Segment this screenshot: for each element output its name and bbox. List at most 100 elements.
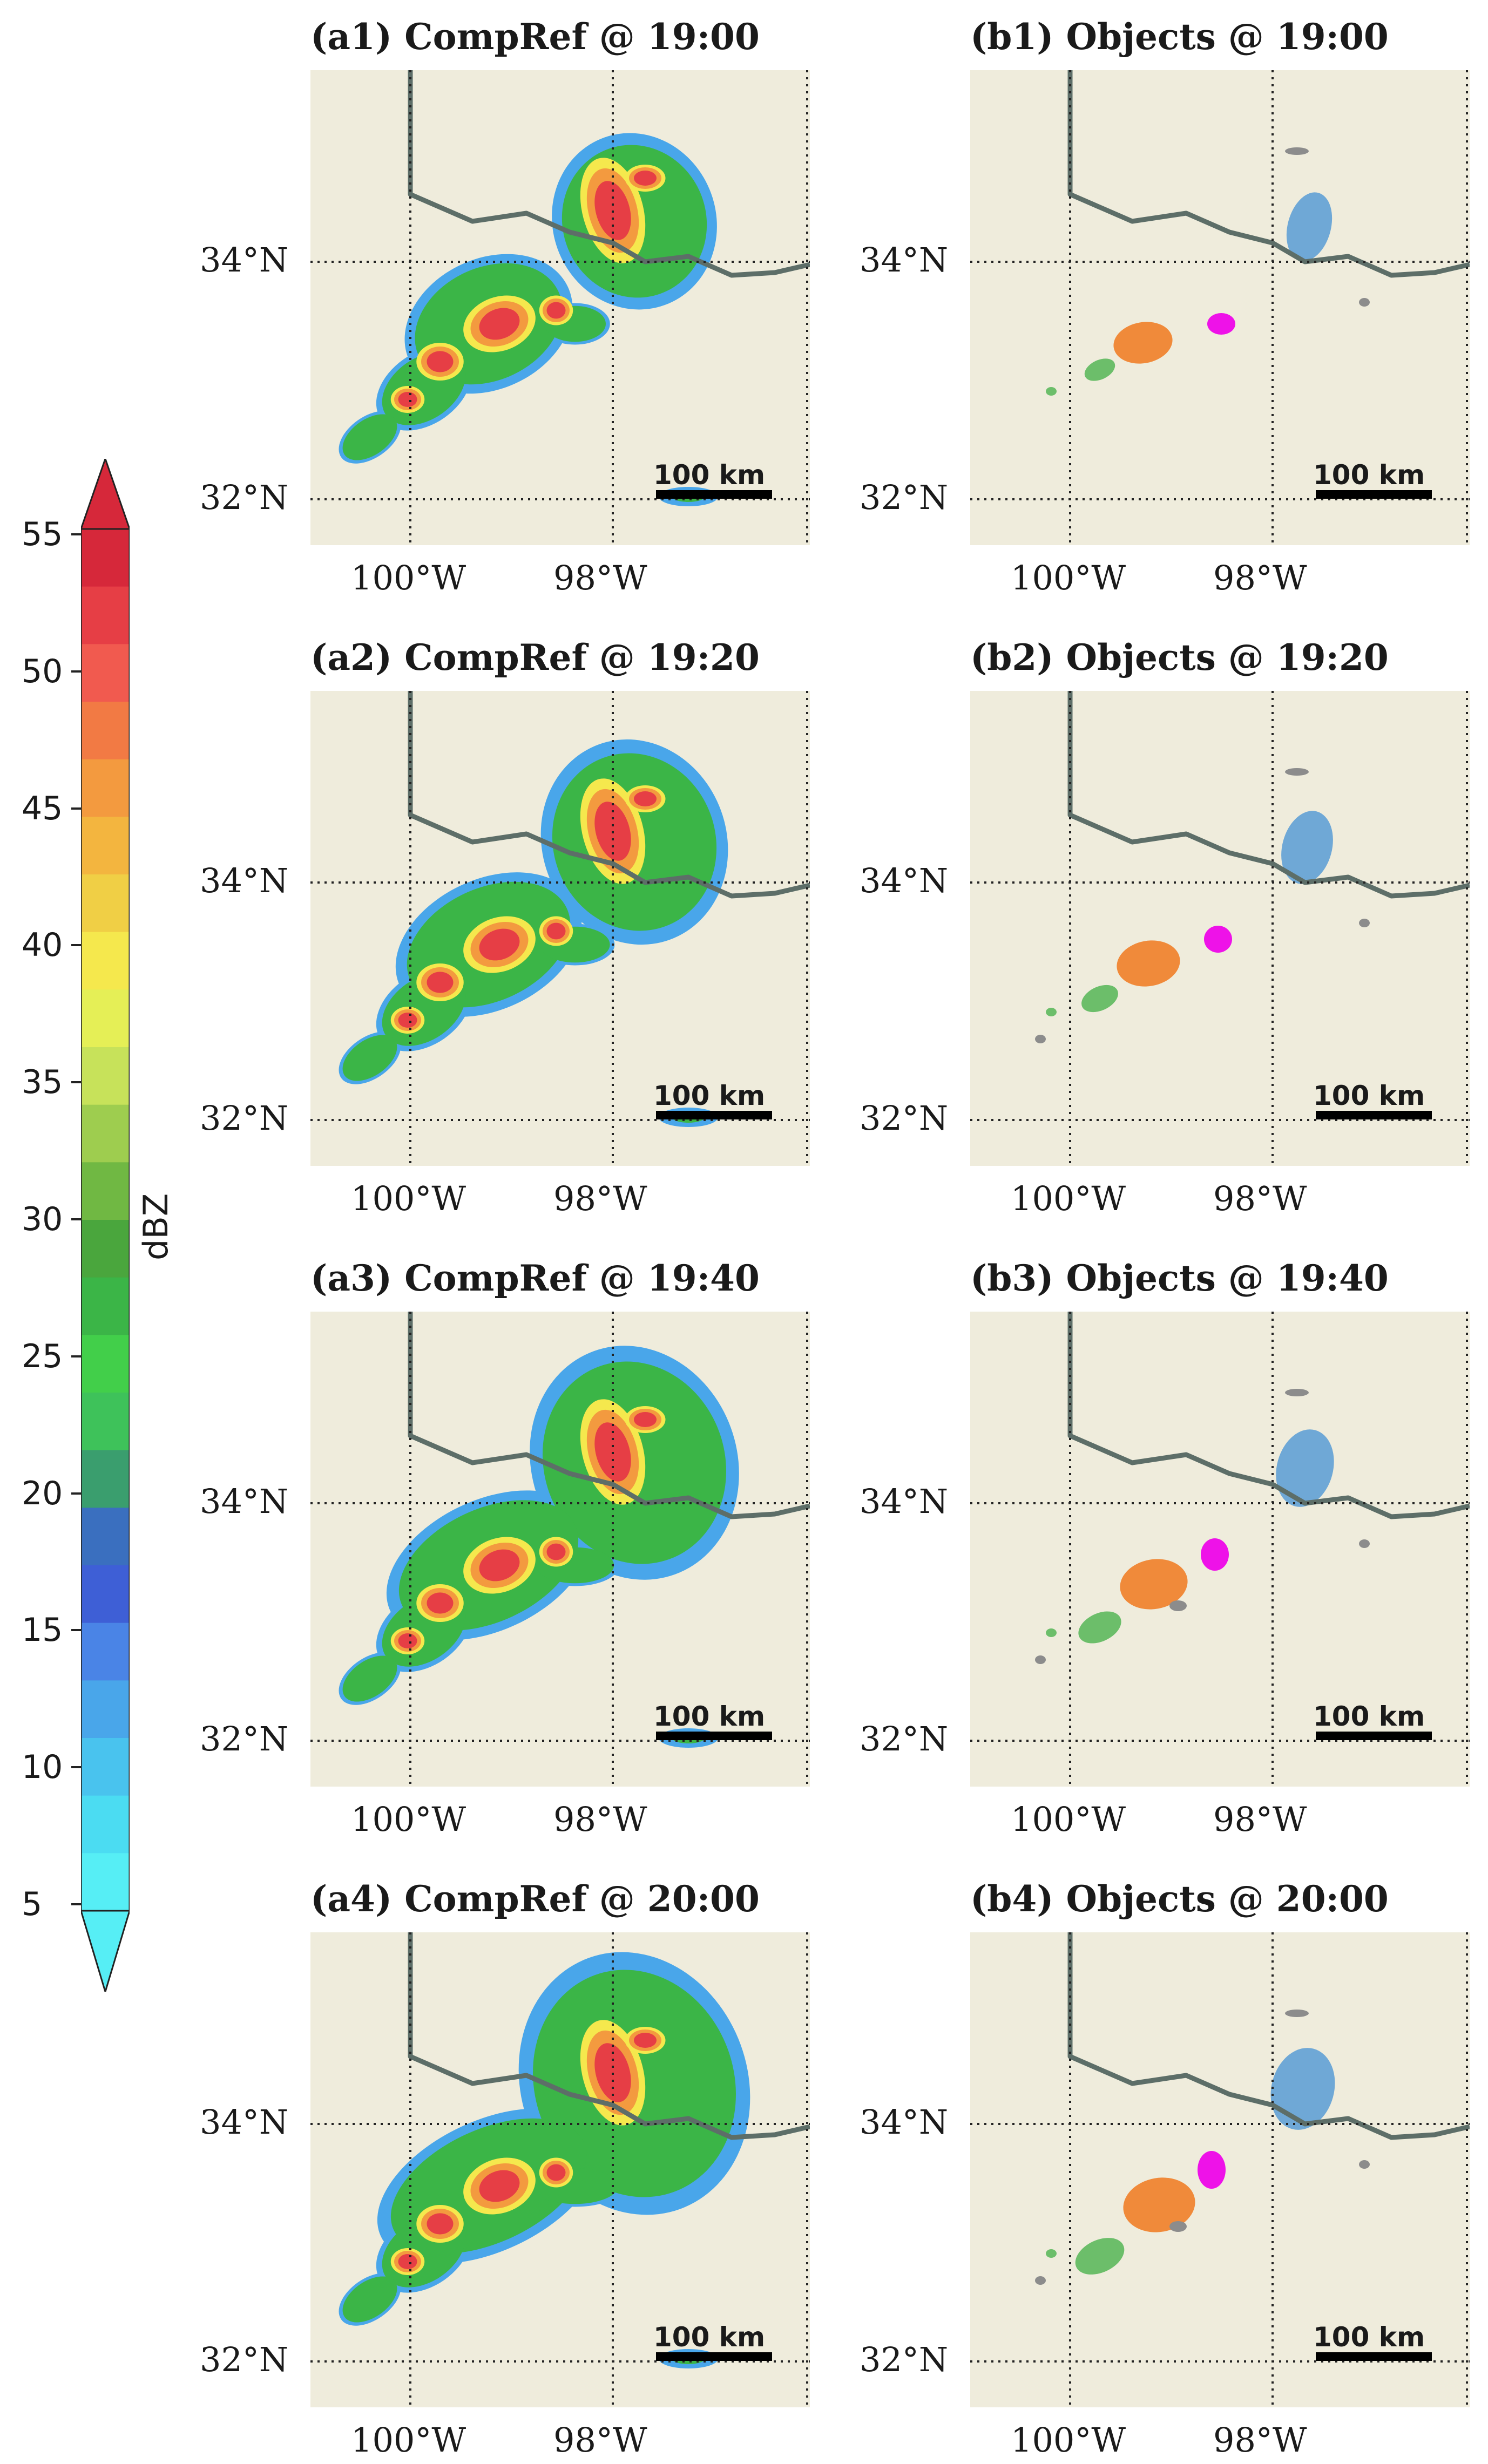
colorbar-tick — [71, 1355, 81, 1357]
object-other — [1359, 1539, 1370, 1548]
colorbar-tick-label: 30 — [22, 1200, 63, 1238]
colorbar-tick — [71, 944, 81, 947]
state-border — [1067, 1312, 1470, 1519]
scale-bar — [656, 2352, 772, 2361]
colorbar-segment — [81, 1508, 130, 1566]
colorbar-segment — [81, 1162, 130, 1220]
latitude-label: 34°N — [200, 1482, 289, 1521]
echo-core — [634, 171, 657, 186]
latitude-label: 32°N — [860, 1719, 949, 1759]
colorbar-segment — [81, 529, 130, 587]
colorbar-tick-label: 45 — [22, 789, 63, 827]
objects-map — [970, 1932, 1470, 2407]
colorbar-tick — [71, 670, 81, 673]
longitude-label: 100°W — [351, 1800, 466, 1839]
panel-title: (a3) CompRef @ 19:40 — [310, 1257, 760, 1299]
scale-bar-label: 100 km — [653, 2322, 766, 2353]
latitude-label: 32°N — [200, 2340, 289, 2379]
echo-core — [427, 2213, 454, 2235]
object-other — [1359, 298, 1370, 307]
colorbar-label: dBZ — [136, 1193, 175, 1260]
echo-core — [546, 922, 566, 940]
colorbar-tick-label: 15 — [22, 1611, 63, 1650]
echo-moderate — [342, 2276, 397, 2323]
echo-core — [479, 1549, 520, 1581]
latitude-label: 32°N — [200, 1719, 289, 1759]
scale-bar-label: 100 km — [1313, 1701, 1425, 1732]
colorbar-segment — [81, 1047, 130, 1105]
echo-moderate — [342, 1655, 397, 1702]
longitude-label: 98°W — [553, 558, 647, 598]
scale-bar — [656, 490, 772, 499]
object-2 — [1120, 1559, 1188, 1610]
scale-bar-label: 100 km — [653, 459, 766, 491]
scale-bar-label: 100 km — [1313, 2322, 1425, 2353]
colorbar-segment — [81, 1450, 130, 1509]
echo-moderate — [342, 414, 397, 460]
object-other — [1035, 1035, 1046, 1043]
echo-core — [546, 1543, 566, 1560]
object-1 — [1276, 1429, 1334, 1507]
colorbar-segment — [81, 1393, 130, 1451]
colorbar-tick — [71, 1903, 81, 1905]
longitude-label: 98°W — [1213, 558, 1307, 598]
object-1 — [1270, 2048, 1335, 2130]
colorbar-segment — [81, 1853, 130, 1911]
object-other — [1035, 1655, 1046, 1664]
longitude-label: 98°W — [1213, 1800, 1307, 1839]
object-3 — [1207, 313, 1235, 335]
object-other — [1285, 1389, 1309, 1396]
latitude-label: 32°N — [200, 478, 289, 517]
colorbar-segment — [81, 1565, 130, 1624]
colorbar-tick — [71, 1081, 81, 1084]
echo-core — [546, 2164, 566, 2181]
reflectivity-map — [310, 1312, 810, 1787]
colorbar-tick-label: 20 — [22, 1474, 63, 1512]
colorbar-segment — [81, 1277, 130, 1336]
colorbar-extend-top — [81, 459, 130, 530]
colorbar-segment — [81, 1795, 130, 1854]
longitude-label: 100°W — [1011, 1800, 1126, 1839]
object-other — [1359, 919, 1370, 927]
colorbar-segment — [81, 932, 130, 990]
colorbar-segment — [81, 1680, 130, 1739]
state-border — [1067, 70, 1470, 278]
colorbar-segment — [81, 702, 130, 760]
panel-title: (b4) Objects @ 20:00 — [970, 1878, 1389, 1920]
colorbar-tick — [71, 1766, 81, 1769]
colorbar-tick — [71, 1629, 81, 1632]
object-other — [1285, 147, 1309, 155]
colorbar-tick — [71, 1492, 81, 1495]
objects-map — [970, 691, 1470, 1166]
colorbar-segment — [81, 874, 130, 933]
object-1 — [1281, 811, 1333, 884]
echo-core — [427, 1592, 454, 1614]
colorbar-segment — [81, 1220, 130, 1278]
latitude-label: 34°N — [860, 2102, 949, 2142]
object-3 — [1204, 926, 1232, 953]
object-4 — [1075, 2238, 1125, 2275]
reflectivity-map — [310, 691, 810, 1166]
object-3 — [1198, 2151, 1226, 2189]
object-3 — [1201, 1538, 1229, 1571]
object-2 — [1123, 2177, 1195, 2232]
longitude-label: 98°W — [553, 1179, 647, 1218]
colorbar-segment — [81, 644, 130, 702]
scale-bar-label: 100 km — [653, 1701, 766, 1732]
longitude-label: 100°W — [1011, 2420, 1126, 2460]
scale-bar — [1316, 490, 1432, 499]
longitude-label: 100°W — [1011, 558, 1126, 598]
panel-title: (a2) CompRef @ 19:20 — [310, 636, 760, 678]
longitude-label: 100°W — [351, 558, 466, 598]
colorbar-tick-label: 50 — [22, 652, 63, 690]
state-border — [408, 691, 810, 899]
echo-core — [634, 2033, 657, 2048]
object-2 — [1117, 940, 1180, 987]
latitude-label: 34°N — [860, 240, 949, 280]
panel-title: (a1) CompRef @ 19:00 — [310, 16, 760, 58]
colorbar-graphic — [81, 459, 130, 1992]
colorbar-tick — [71, 807, 81, 810]
colorbar-tick-label: 5 — [22, 1885, 43, 1923]
colorbar-segment — [81, 759, 130, 818]
scale-bar-label: 100 km — [1313, 459, 1425, 491]
